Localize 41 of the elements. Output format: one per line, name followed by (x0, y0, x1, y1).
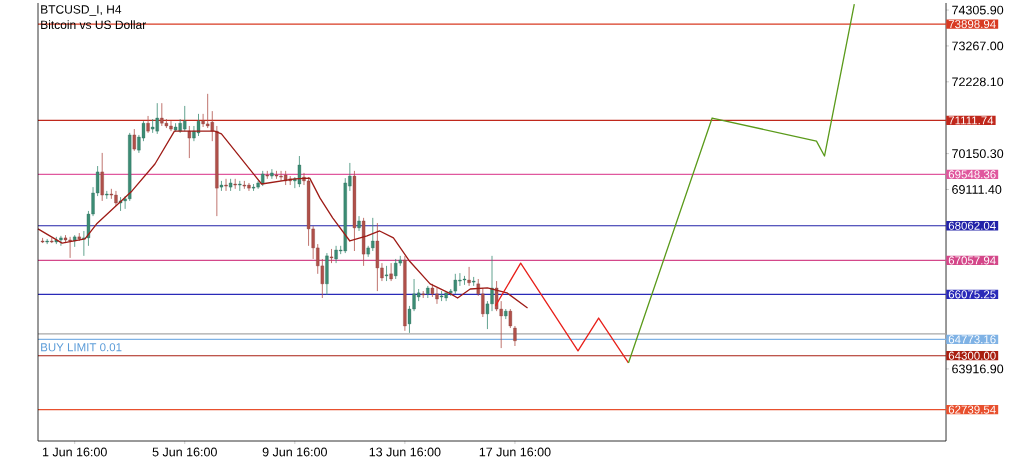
y-tick-label: 69111.40 (952, 185, 1002, 194)
candlestick (270, 168, 274, 180)
candlestick (329, 248, 334, 264)
x-tick-label: 5 Jun 16:00 (152, 447, 217, 457)
x-tick-label: 1 Jun 16:00 (42, 447, 107, 457)
candlestick (357, 215, 361, 232)
candlestick (155, 102, 159, 135)
candlestick (394, 258, 398, 280)
candlestick (196, 113, 201, 137)
ref-line-label: 64773.16 (948, 335, 996, 344)
candlestick (513, 325, 517, 347)
ref-line-label: 62739.54 (948, 405, 996, 414)
candlestick (297, 155, 302, 188)
chart-title: BTCUSD_I, H4 (41, 5, 122, 16)
x-tick-label: 17 Jun 16:00 (479, 447, 551, 457)
annotation: BUY LIMIT 0.01 (41, 343, 122, 352)
candlestick (132, 128, 136, 152)
y-tick-label: 73267.00 (952, 41, 1004, 51)
y-tick-label: 63916.90 (952, 364, 1004, 374)
candlestick (224, 178, 228, 192)
ref-line-label: 66075.25 (948, 290, 996, 299)
ref-line-label: 68062.04 (948, 221, 996, 230)
ref-line-label: 71111.74 (948, 116, 994, 125)
candlestick (389, 262, 393, 282)
candlestick (508, 308, 512, 329)
ref-line-label: 73898.94 (948, 20, 996, 29)
candlestick (210, 110, 214, 142)
y-tick-label: 74305.90 (952, 5, 1004, 15)
candlestick (146, 115, 150, 134)
ref-line-label: 69548.36 (948, 170, 996, 179)
candlestick (151, 118, 155, 134)
ref-line-label: 67057.94 (948, 256, 996, 265)
x-tick-label: 9 Jun 16:00 (262, 447, 327, 457)
candlestick (467, 266, 471, 287)
candlestick (100, 152, 104, 202)
ref-line-label: 64300.00 (948, 351, 996, 360)
candlestick (384, 265, 389, 282)
x-tick-label: 13 Jun 16:00 (369, 447, 441, 457)
y-tick-label: 72228.10 (952, 77, 1004, 87)
candlestick (187, 125, 191, 159)
y-tick-label: 70150.30 (952, 149, 1004, 159)
